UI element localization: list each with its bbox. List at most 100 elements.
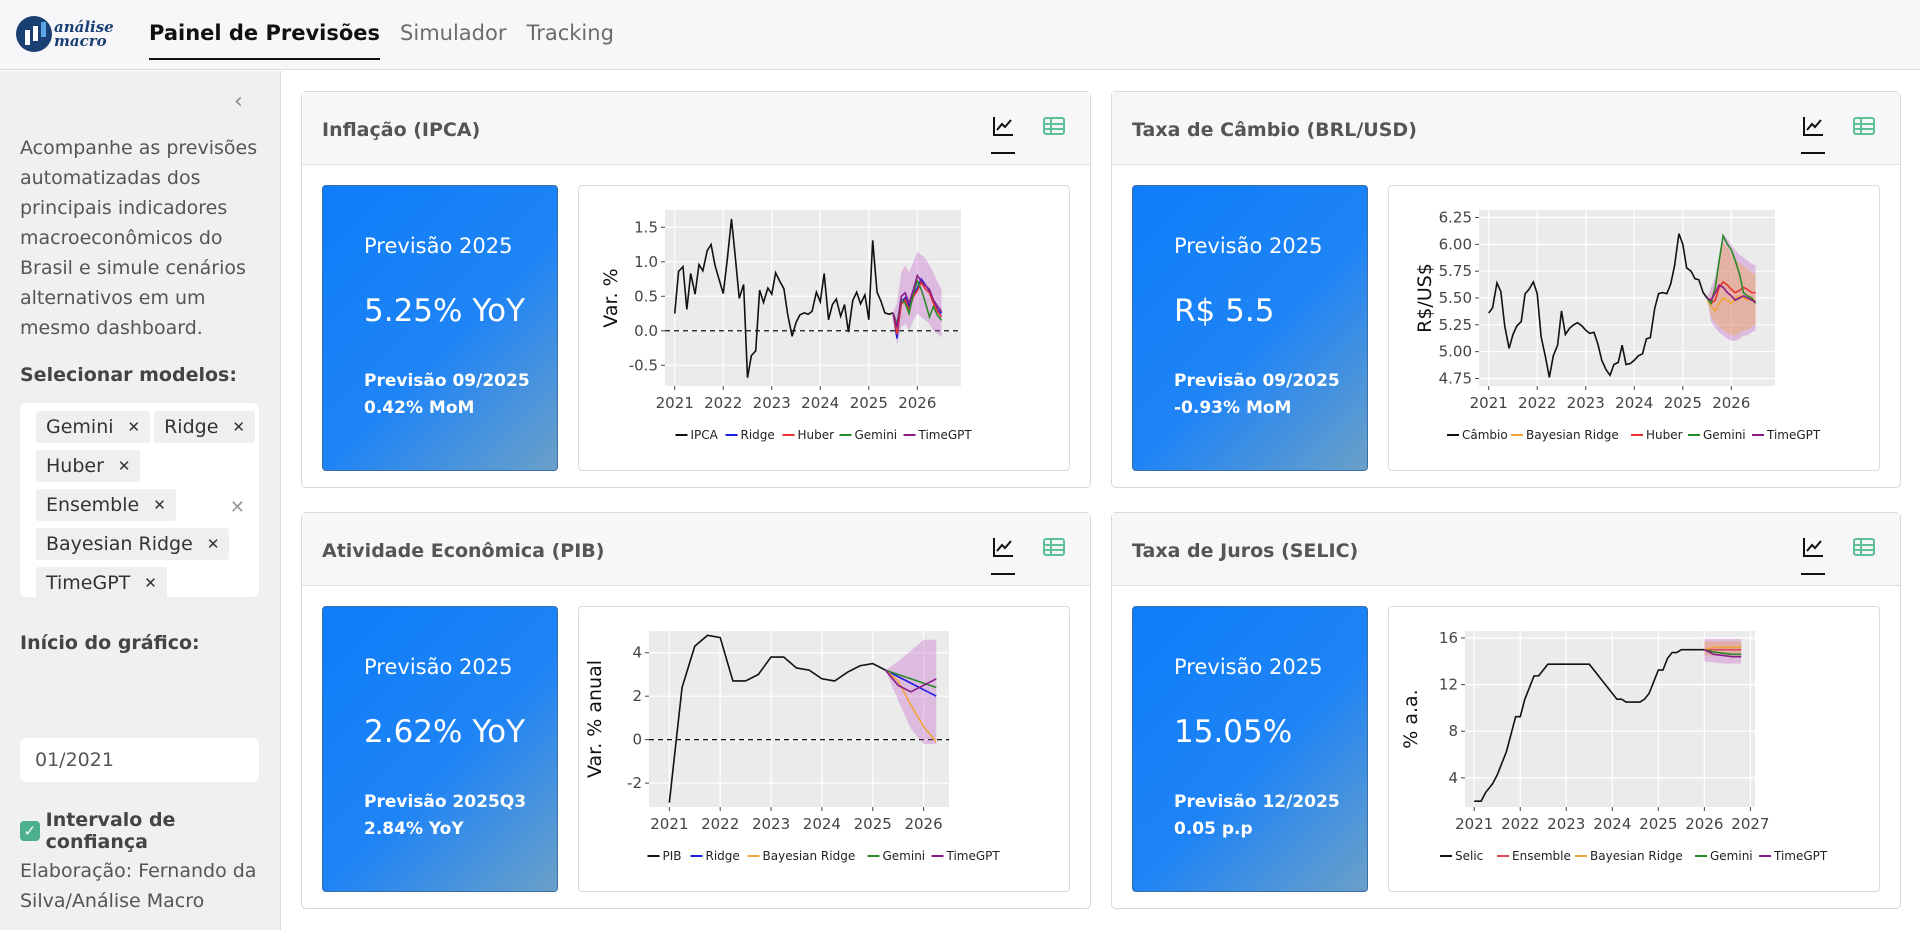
- value-box-value: 15.05%: [1174, 714, 1293, 750]
- legend-label: Gemini: [1703, 428, 1746, 442]
- clear-all-icon[interactable]: ✕: [229, 497, 245, 518]
- x-tick-label: 2022: [1501, 815, 1539, 833]
- top-navbar: análise macro Painel de Previsões Simulad…: [0, 0, 1920, 70]
- table-tab-icon[interactable]: [1852, 535, 1876, 559]
- nav-tab-painel[interactable]: Painel de Previsões: [149, 0, 381, 60]
- x-tick-label: 2025: [854, 815, 892, 833]
- confidence-band: [1704, 639, 1742, 664]
- legend-label: Bayesian Ridge: [763, 849, 856, 863]
- y-tick-label: 1.5: [634, 218, 658, 236]
- line-chart-tab-icon[interactable]: [1801, 114, 1825, 154]
- card-header: Atividade Econômica (PIB): [302, 513, 1090, 586]
- series-line-bayesian-ridge: [884, 669, 937, 743]
- series-line-history: [668, 634, 886, 803]
- models-label: Selecionar modelos:: [20, 364, 237, 386]
- legend-label: Gemini: [855, 428, 898, 442]
- series-line-huber: [892, 280, 943, 335]
- x-tick-label: 2021: [1470, 394, 1508, 412]
- start-date-label: Início do gráfico:: [20, 632, 200, 654]
- card-header: Taxa de Juros (SELIC): [1112, 513, 1900, 586]
- x-tick-label: 2023: [1567, 394, 1605, 412]
- series-line-timegpt: [884, 669, 937, 693]
- remove-chip-icon[interactable]: ✕: [232, 418, 245, 436]
- table-tab-icon[interactable]: [1852, 114, 1876, 138]
- series-line-bayesian-ridge: [1704, 646, 1742, 651]
- x-tick-label: 2026: [1685, 815, 1723, 833]
- collapse-sidebar-icon[interactable]: ‹: [234, 89, 243, 114]
- analise-macro-logo[interactable]: análise macro: [16, 14, 116, 54]
- plot-panel: [649, 631, 949, 807]
- y-tick-label: 6.00: [1439, 235, 1472, 253]
- legend-label: Selic: [1455, 849, 1483, 863]
- value-box-value: 5.25% YoY: [364, 293, 526, 329]
- remove-chip-icon[interactable]: ✕: [153, 496, 166, 514]
- card-pib: Atividade Econômica (PIB) Previsão 2025 …: [301, 512, 1091, 909]
- remove-chip-icon[interactable]: ✕: [144, 574, 157, 592]
- models-multiselect[interactable]: Gemini ✕ Ridge ✕ Huber ✕ Ensemble ✕ Bayesian …: [20, 403, 259, 599]
- main-nav: Painel de Previsões Simulador Tracking: [149, 0, 634, 70]
- line-chart-tab-icon[interactable]: [1801, 535, 1825, 575]
- value-box-subtitle: Previsão 12/2025: [1174, 792, 1340, 812]
- table-tab-icon[interactable]: [1042, 114, 1066, 138]
- y-tick-label: 16: [1439, 629, 1458, 647]
- y-tick-label: 4.75: [1439, 369, 1472, 387]
- remove-chip-icon[interactable]: ✕: [206, 535, 220, 553]
- model-chip-huber: Huber ✕: [36, 450, 141, 482]
- x-tick-label: 2026: [1712, 394, 1750, 412]
- y-tick-label: 4: [632, 644, 642, 662]
- line-chart-tab-icon[interactable]: [991, 114, 1015, 154]
- line-chart-tab-icon[interactable]: [991, 535, 1015, 575]
- value-box-subvalue: 2.84% YoY: [364, 819, 464, 839]
- series-line-gemini: [885, 669, 937, 689]
- table-tab-icon[interactable]: [1042, 535, 1066, 559]
- y-axis-label: Var. % anual: [584, 660, 606, 778]
- x-tick-label: 2022: [1518, 394, 1556, 412]
- x-tick-label: 2021: [650, 815, 688, 833]
- card-title: Taxa de Juros (SELIC): [1132, 540, 1359, 562]
- forecast-value-box: Previsão 2025 2.62% YoY Previsão 2025Q3 …: [322, 606, 558, 892]
- y-tick-label: 1.0: [634, 253, 658, 271]
- model-chip-ensemble: Ensemble ✕: [36, 489, 176, 521]
- confidence-checkbox-row[interactable]: ✓ Intervalo de confiança: [20, 809, 280, 853]
- x-tick-label: 2024: [801, 394, 839, 412]
- chip-label: TimeGPT: [46, 572, 131, 594]
- y-tick-label: -2: [627, 774, 642, 792]
- y-tick-label: -0.5: [629, 356, 658, 374]
- forecast-value-box: Previsão 2025 15.05% Previsão 12/2025 0.…: [1132, 606, 1368, 892]
- y-tick-label: 0.5: [634, 287, 658, 305]
- value-box-subvalue: 0.42% MoM: [364, 398, 475, 418]
- x-tick-label: 2025: [850, 394, 888, 412]
- legend-label: Câmbio: [1462, 428, 1508, 442]
- x-tick-label: 2025: [1664, 394, 1702, 412]
- nav-tab-tracking[interactable]: Tracking: [526, 21, 614, 45]
- legend-label: IPCA: [691, 428, 719, 442]
- y-tick-label: 5.00: [1439, 343, 1472, 361]
- start-date-input[interactable]: [20, 738, 259, 782]
- chart-svg: -2 0 2 4 2021 2022 2023 2024 2025 2026 Var. % anua…: [584, 631, 1000, 863]
- x-tick-label: 2021: [656, 394, 694, 412]
- model-chip-bayesian-ridge: Bayesian Ridge ✕: [36, 528, 230, 560]
- legend-label: Huber: [798, 428, 835, 442]
- y-axis-label: R$/US$: [1414, 263, 1436, 333]
- card-header: Taxa de Câmbio (BRL/USD): [1112, 92, 1900, 165]
- remove-chip-icon[interactable]: ✕: [117, 457, 131, 475]
- remove-chip-icon[interactable]: ✕: [127, 418, 141, 436]
- card-title: Inflação (IPCA): [322, 119, 481, 141]
- x-tick-label: 2026: [898, 394, 936, 412]
- forecast-value-box: Previsão 2025 5.25% YoY Previsão 09/2025…: [322, 185, 558, 471]
- series-line-ridge: [885, 669, 937, 697]
- model-chip-timegpt: TimeGPT ✕: [36, 567, 167, 599]
- y-tick-label: 4: [1448, 769, 1458, 787]
- nav-tab-simulador[interactable]: Simulador: [400, 21, 507, 45]
- value-box-title: Previsão 2025: [1174, 234, 1323, 258]
- chart-ipca: -0.5 0.0 0.5 1.0 1.5 2021 2022 2023 2024 2025 2026…: [578, 185, 1070, 471]
- legend-label: Ridge: [706, 849, 740, 863]
- legend-label: Bayesian Ridge: [1526, 428, 1619, 442]
- value-box-subvalue: 0.05 p.p: [1174, 819, 1253, 839]
- card-selic: Taxa de Juros (SELIC) Previsão 2025 15.0…: [1111, 512, 1901, 909]
- y-tick-label: 5.75: [1439, 262, 1472, 280]
- series-line-gemini: [1706, 233, 1757, 306]
- legend-label: TimeGPT: [1766, 428, 1821, 442]
- checkbox-checked-icon[interactable]: ✓: [20, 821, 40, 841]
- chip-label: Ensemble: [46, 494, 140, 516]
